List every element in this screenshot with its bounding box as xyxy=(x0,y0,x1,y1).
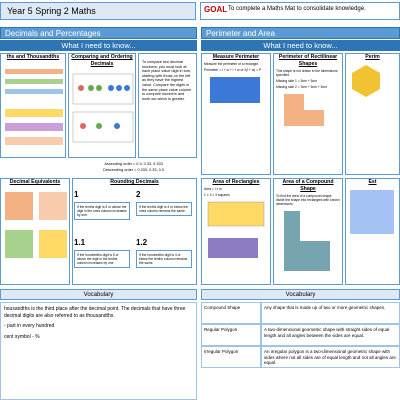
goal-label: GOAL xyxy=(204,5,228,14)
header-title: Year 5 Spring 2 Maths xyxy=(0,2,196,20)
panel: Perimeter of Rectilinear Shapes This shap… xyxy=(273,53,343,175)
panel-line: Missing side 2 = 3cm + 5cm + 5cm xyxy=(276,85,327,89)
section-title: Perimeter and Area xyxy=(201,27,400,39)
rounding-label: 1 xyxy=(74,190,79,199)
descending: Descending order = 0.333, 0.33, 0.3 xyxy=(103,168,164,172)
panel-line: Measure the perimeter of a rectangle. xyxy=(204,62,259,66)
vocab-term: Compound Shape xyxy=(201,302,261,324)
vocab-def: An irregular polygon is a two-dimensiona… xyxy=(261,346,400,368)
panel-title: Decimal Equivalents xyxy=(9,179,61,185)
goal-text: To complete a Maths Mat to consolidate k… xyxy=(228,6,366,12)
vocab-line: - part in every hundred xyxy=(4,323,55,329)
panel: Comparing and Ordering Decimals xyxy=(68,53,136,158)
shape-figure xyxy=(350,190,394,234)
vocab-line: housandths is the third place after the … xyxy=(4,306,186,319)
rounding-text: If the tenths digit is 5 or above the di… xyxy=(74,202,130,220)
section-title: Decimals and Percentages xyxy=(0,27,197,39)
rounding-text: If the tenths digit is 4 or below the on… xyxy=(136,202,192,216)
panel-line: Perimeter = l + w + l + w or 2(l + w) = … xyxy=(204,68,262,72)
panel-line: This shape is not drawn to the dimension… xyxy=(276,69,338,77)
panel-line: Missing side 1 = 5cm + 5cm xyxy=(276,79,317,83)
hundred-grids xyxy=(5,192,67,258)
vocab-def: Any shape that is made up of two or more… xyxy=(261,302,400,324)
counters-figure xyxy=(72,73,134,143)
panel-title: Area of Rectangles xyxy=(212,179,260,185)
panel: Area of a Compound Shape To find the area… xyxy=(273,178,343,285)
shape-figure xyxy=(210,77,260,103)
rounding-text: If the hundredths digit is 5 or above th… xyxy=(74,250,130,268)
panel-title: Perim xyxy=(365,54,380,60)
rounding-boxes: 1 If the tenths digit is 5 or above the d… xyxy=(72,188,197,283)
vocab-right: Compound Shape Any shape that is made up … xyxy=(201,302,400,400)
panel-title: Perimeter of Rectilinear Shapes xyxy=(278,54,338,67)
panel: Perim xyxy=(345,53,400,175)
shape-figure xyxy=(352,65,380,97)
panel-line: 1 × 3 = 3 squares xyxy=(204,193,230,197)
panel-line: To find the area of a compound shape, di… xyxy=(276,194,340,206)
panel-title: Comparing and Ordering Decimals xyxy=(71,54,133,67)
panel-text: To compare two decimal numbers, you must… xyxy=(138,53,197,158)
right-panels: Measure Perimeter Measure the perimeter o… xyxy=(201,53,400,285)
panel-title: Est xyxy=(368,179,377,185)
need-bar: What I need to know... xyxy=(0,40,197,51)
ascending: Ascending order = 0.3, 0.33, 0.333 xyxy=(104,162,163,166)
vocab-term: Regular Polygon xyxy=(201,324,261,346)
shape-figure xyxy=(284,94,324,126)
shape-figure xyxy=(284,211,330,271)
vocab-term: Irregular Polygon xyxy=(201,346,261,368)
panel-title: Rounding Decimals xyxy=(110,179,159,185)
panel-title: ths and Thousandths xyxy=(6,54,60,60)
panel: Est xyxy=(345,178,400,285)
rounding-label: 1.2 xyxy=(136,238,148,247)
rounding-label: 1.1 xyxy=(74,238,86,247)
rounding-label: 2 xyxy=(136,190,141,199)
panel: ths and Thousandths xyxy=(0,53,66,158)
panel-title: Measure Perimeter xyxy=(212,54,260,60)
need-bar: What I need to know... xyxy=(201,40,400,51)
vocab-title: Vocabulary xyxy=(201,289,400,300)
panel: Decimal Equivalents xyxy=(0,178,70,285)
vocab-title: Vocabulary xyxy=(0,289,197,300)
panel: Area of Rectangles Area = l × w 1 × 3 = 3 … xyxy=(201,178,271,285)
panel-title: Area of a Compound Shape xyxy=(282,179,334,192)
panel: Measure Perimeter Measure the perimeter o… xyxy=(201,53,271,175)
vocab-def: A two-dimensional geometric shape with s… xyxy=(261,324,400,346)
shape-figure xyxy=(207,201,265,258)
fraction-figure xyxy=(5,69,63,145)
vocab-left: housandths is the third place after the … xyxy=(0,302,197,400)
vocab-line: cent symbol - % xyxy=(4,333,40,340)
rounding-text: If the hundredths digit is 4 or below th… xyxy=(136,250,192,268)
panel-line: Area = l × w xyxy=(204,187,222,191)
